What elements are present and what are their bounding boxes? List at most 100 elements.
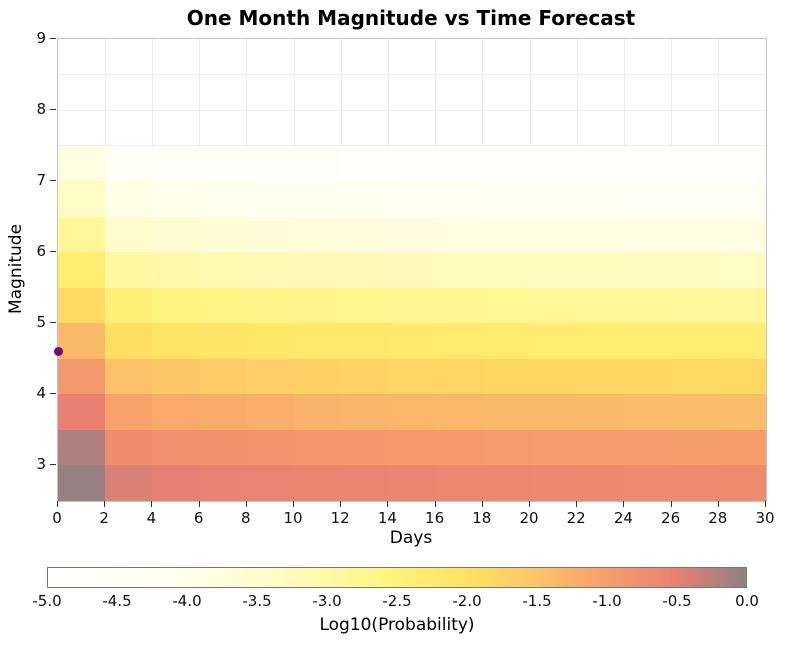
x-tick-mark [293, 501, 294, 507]
heatmap-cell [152, 181, 200, 217]
heatmap-cell [152, 429, 200, 466]
x-tick-label: 8 [241, 509, 251, 527]
heatmap-cell [246, 252, 294, 288]
heatmap-cell [530, 429, 578, 466]
heatmap-cell [199, 394, 247, 430]
y-axis-title: Magnitude [6, 223, 26, 315]
heatmap-cell [294, 145, 342, 182]
heatmap-cell [152, 287, 200, 324]
x-tick-label: 24 [613, 509, 633, 527]
heatmap-cell [294, 287, 342, 324]
y-tick-label: 4 [36, 384, 46, 403]
heatmap-cell [435, 358, 483, 395]
heatmap-cell [671, 216, 719, 253]
heatmap-cell [482, 358, 530, 395]
heatmap-cell [530, 358, 578, 395]
heatmap-cell [105, 465, 153, 501]
heatmap-cell [58, 181, 106, 217]
heatmap-cell [482, 323, 530, 359]
heatmap-cell [624, 181, 672, 217]
heatmap-cell [152, 323, 200, 359]
heatmap-cell [388, 465, 436, 501]
heatmap-cell [482, 465, 530, 501]
heatmap-cell [482, 145, 530, 182]
colorbar-label: Log10(Probability) [319, 615, 475, 635]
x-tick-mark [340, 501, 342, 507]
heatmap-cell [530, 323, 578, 359]
heatmap-cell [246, 358, 294, 395]
y-tick-label: 8 [36, 100, 46, 119]
heatmap-cell [482, 429, 530, 466]
heatmap-cell [482, 252, 530, 288]
colorbar-tick-label: -4.0 [172, 592, 202, 610]
heatmap-cell [435, 429, 483, 466]
heatmap-cell [199, 216, 247, 253]
heatmap-cell [435, 287, 483, 324]
heatmap-cell [105, 252, 153, 288]
x-tick-mark [387, 501, 389, 507]
heatmap-cell [152, 252, 200, 288]
x-tick-label: 4 [146, 509, 157, 527]
heatmap-cell [246, 287, 294, 324]
heatmap-cell [246, 216, 294, 253]
y-tick-mark [50, 38, 56, 39]
x-tick-mark [623, 501, 625, 507]
heatmap-cell [341, 252, 389, 288]
heatmap-cell [718, 358, 766, 395]
heatmap-cell [388, 287, 436, 324]
heatmap-cell [624, 145, 672, 182]
heatmap-cell [294, 252, 342, 288]
heatmap-cell [105, 216, 153, 253]
heatmap-cell [530, 394, 578, 430]
heatmap-cell [577, 465, 625, 501]
colorbar-tick-label: -1.0 [592, 592, 622, 610]
colorbar [47, 567, 747, 588]
heatmap-cell [105, 394, 153, 430]
x-axis-title: Days [389, 528, 433, 548]
heatmap-cell [294, 465, 342, 501]
heatmap-cell [718, 465, 766, 501]
x-tick-mark [717, 501, 719, 507]
heatmap-cell [105, 429, 153, 466]
heatmap-cell [671, 145, 719, 182]
heatmap-cell [246, 323, 294, 359]
x-tick-label: 16 [425, 509, 445, 527]
heatmap-cell [718, 145, 766, 182]
heatmap-cell [482, 181, 530, 217]
x-tick-label: 18 [472, 509, 492, 527]
heatmap-cell [388, 216, 436, 253]
heatmap-cell [530, 145, 578, 182]
heatmap-cell [246, 145, 294, 182]
heatmap-cell [388, 252, 436, 288]
heatmap-cell [58, 145, 106, 182]
heatmap-cell [435, 465, 483, 501]
y-tick-label: 9 [36, 29, 46, 47]
heatmap-cell [530, 252, 578, 288]
x-tick-mark [529, 501, 530, 507]
heatmap-cell [388, 323, 436, 359]
heatmap-cell [199, 465, 247, 501]
heatmap-cell [341, 216, 389, 253]
y-tick-label: 3 [36, 455, 46, 474]
x-tick-mark [481, 501, 483, 507]
heatmap-cell [671, 181, 719, 217]
y-tick-label: 5 [36, 313, 46, 332]
y-tick-label: 6 [36, 242, 46, 261]
heatmap-cell [294, 323, 342, 359]
heatmap-cell [58, 394, 106, 430]
heatmap-cell [530, 465, 578, 501]
heatmap-cell [199, 358, 247, 395]
heatmap-cell [105, 145, 153, 182]
heatmap-cell [671, 394, 719, 430]
heatmap-cell [105, 323, 153, 359]
heatmap-cell [388, 429, 436, 466]
heatmap-cell [718, 252, 766, 288]
heatmap-cell [58, 323, 106, 359]
heatmap-cell [246, 465, 294, 501]
heatmap-cell [246, 394, 294, 430]
heatmap-cell [341, 358, 389, 395]
colorbar-tick-label: -4.5 [102, 592, 132, 610]
x-tick-mark [576, 501, 578, 507]
colorbar-tick-label: -3.5 [242, 592, 272, 610]
heatmap-cell [624, 252, 672, 288]
